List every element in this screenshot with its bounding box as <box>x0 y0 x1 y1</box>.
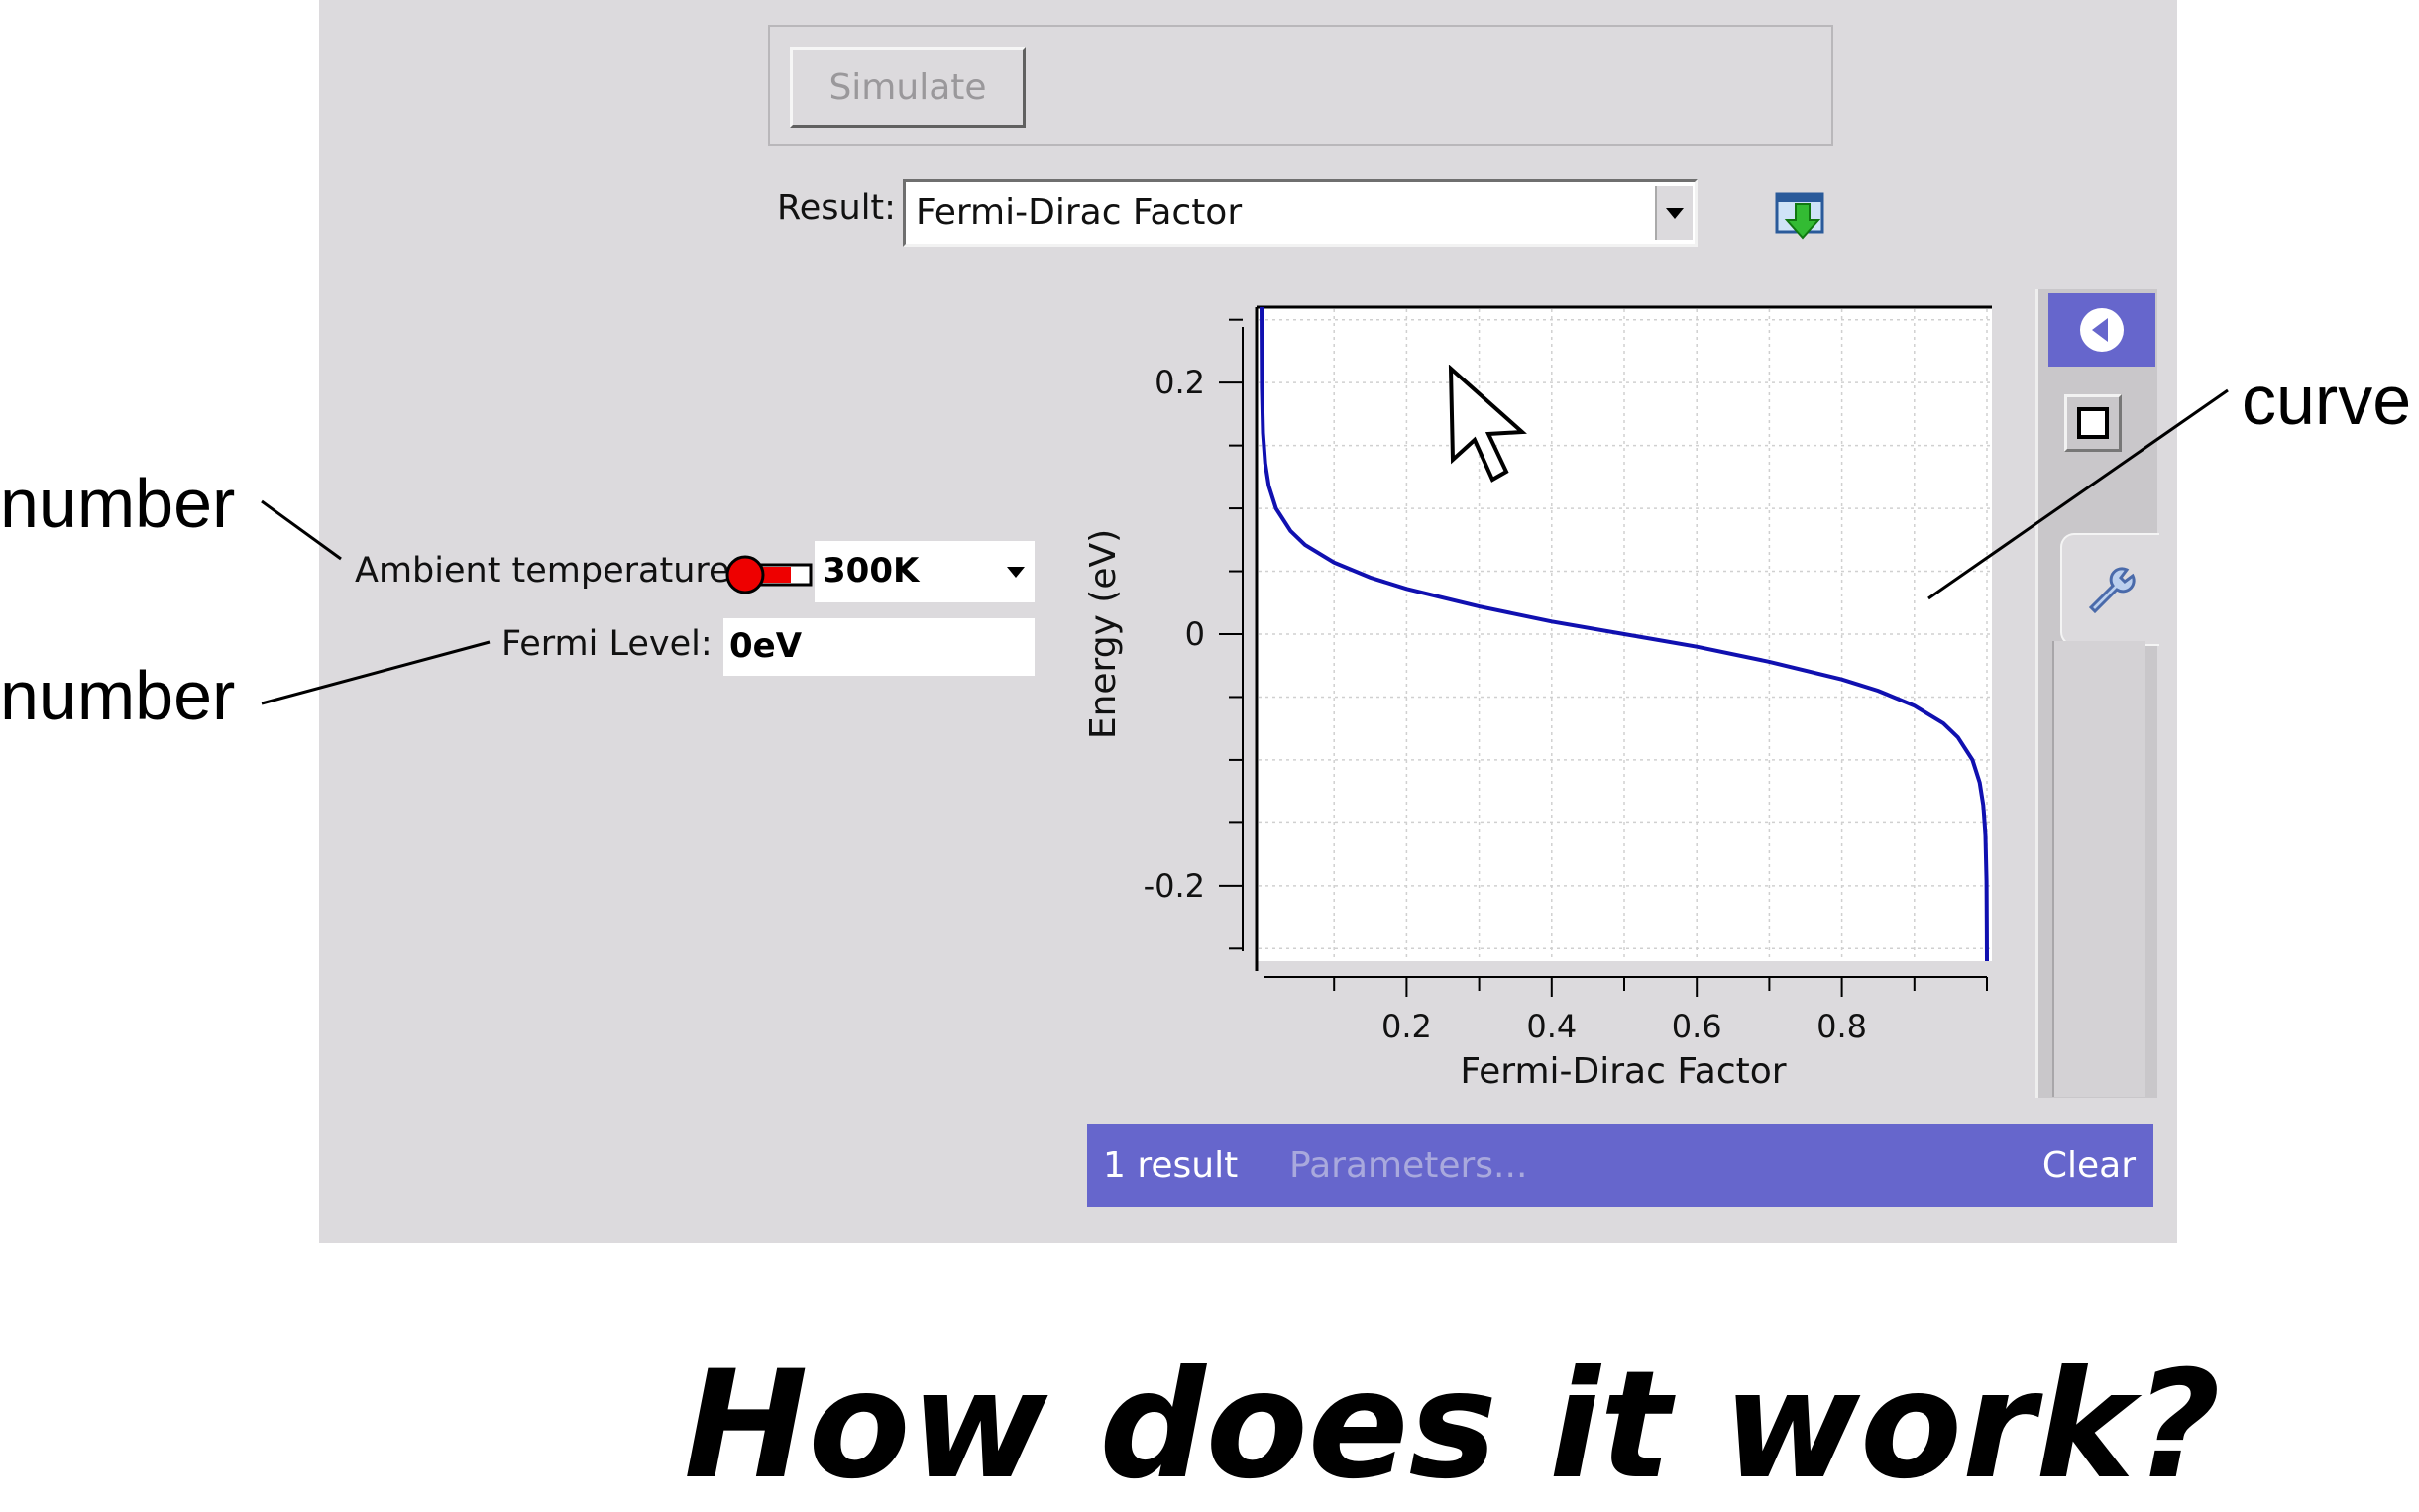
ambient-temperature-label: Ambient temperature: <box>355 551 742 591</box>
chevron-down-icon[interactable] <box>1007 567 1025 578</box>
y-tick-label: 0 <box>1185 615 1205 653</box>
x-tick-label: 0.2 <box>1381 1008 1432 1045</box>
status-bar: 1 result Parameters... Clear <box>1087 1124 2153 1207</box>
simulate-group: Simulate <box>768 25 1833 146</box>
ambient-temperature-value: 300K <box>823 551 920 591</box>
thermometer-icon <box>725 555 813 594</box>
annotation-number-fermi: number <box>0 657 236 734</box>
page-heading: How does it work? <box>684 1340 2221 1512</box>
square-button[interactable] <box>2064 394 2122 452</box>
x-tick-label: 0.4 <box>1526 1008 1577 1045</box>
plot-toolbar <box>2035 289 2159 1098</box>
result-select[interactable]: Fermi-Dirac Factor <box>903 179 1698 247</box>
square-icon <box>2077 407 2109 439</box>
settings-tab[interactable] <box>2060 533 2159 646</box>
x-tick-label: 0.8 <box>1816 1008 1867 1045</box>
result-count: 1 result <box>1103 1145 1239 1186</box>
simulate-button[interactable]: Simulate <box>790 47 1026 128</box>
x-axis-label: Fermi-Dirac Factor <box>1460 1051 1786 1092</box>
fermi-level-label: Fermi Level: <box>501 624 713 664</box>
axis-ticks: 0.2 0.4 0.6 0.8 -0.2 0 0.2 <box>1144 318 1988 1045</box>
parameters-link[interactable]: Parameters... <box>1289 1145 1528 1186</box>
clear-button[interactable]: Clear <box>2041 1145 2136 1186</box>
series-line <box>1260 306 1989 962</box>
plot-area[interactable]: 0.2 0.4 0.6 0.8 -0.2 0 0.2 Fermi-Dirac Factor … <box>1080 287 2032 1100</box>
back-icon <box>2080 308 2124 352</box>
pointer-cursor-icon <box>1448 365 1527 483</box>
y-axis-label: Energy (eV) <box>1083 529 1124 739</box>
y-tick-label: -0.2 <box>1144 867 1205 905</box>
back-button[interactable] <box>2048 293 2155 367</box>
result-selected-value: Fermi-Dirac Factor <box>916 192 1243 233</box>
ambient-temperature-select[interactable]: 300K <box>815 541 1035 602</box>
x-tick-label: 0.6 <box>1672 1008 1722 1045</box>
y-tick-label: 0.2 <box>1155 364 1205 401</box>
fermi-level-field[interactable]: 0eV <box>723 618 1035 676</box>
annotation-curve: curve <box>2242 362 2412 439</box>
result-label: Result: <box>777 188 896 228</box>
annotation-number-temperature: number <box>0 465 236 542</box>
chevron-down-icon[interactable] <box>1655 186 1693 240</box>
wrench-icon <box>2088 567 2136 614</box>
download-icon[interactable] <box>1774 190 1829 246</box>
toolbar-panel <box>2052 641 2145 1097</box>
fermi-level-value: 0eV <box>729 626 803 666</box>
